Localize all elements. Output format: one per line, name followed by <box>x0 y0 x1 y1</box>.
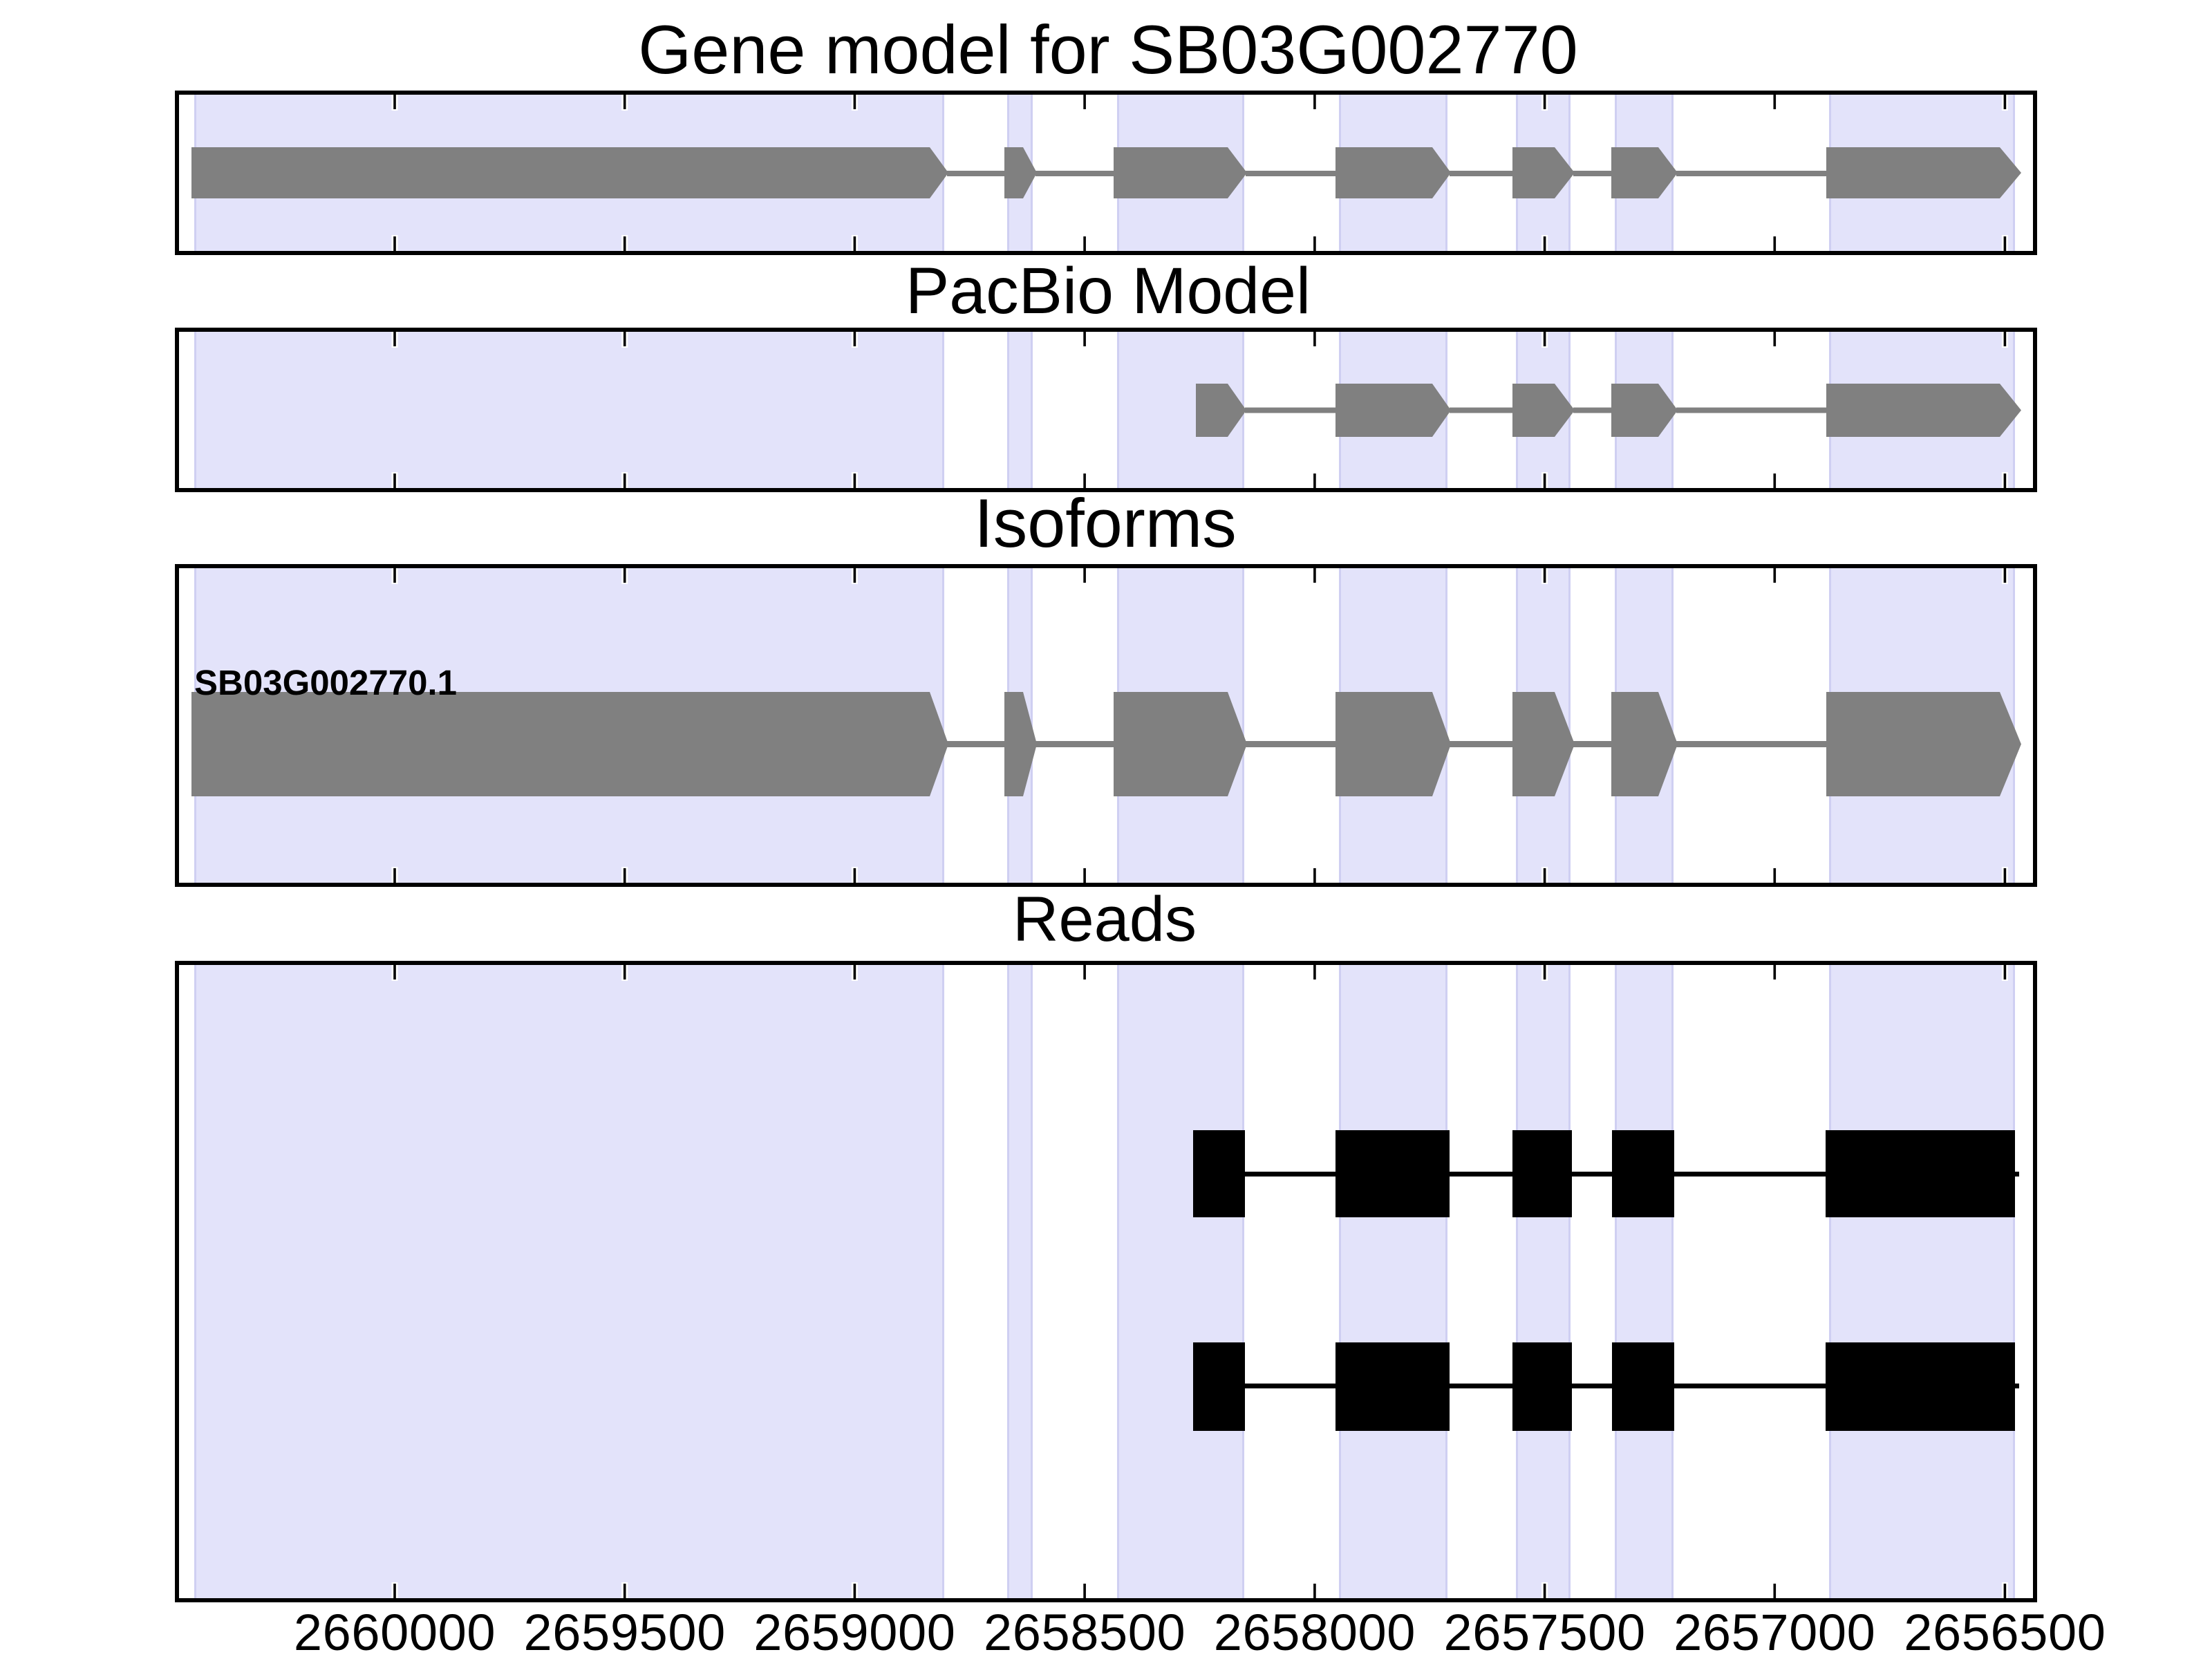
svg-text:Reads: Reads <box>1013 884 1197 955</box>
svg-text:2658000: 2658000 <box>1214 1604 1416 1659</box>
svg-text:2659000: 2659000 <box>753 1604 955 1659</box>
svg-text:2656500: 2656500 <box>1904 1604 2106 1659</box>
svg-text:2657000: 2657000 <box>1674 1604 1875 1659</box>
svg-text:PacBio Model: PacBio Model <box>906 254 1311 328</box>
svg-text:2657500: 2657500 <box>1443 1604 1645 1659</box>
svg-text:2660000: 2660000 <box>294 1604 496 1659</box>
svg-text:SB03G002770.1: SB03G002770.1 <box>194 663 457 702</box>
svg-text:2658500: 2658500 <box>984 1604 1185 1659</box>
svg-text:2659500: 2659500 <box>524 1604 726 1659</box>
svg-text:Isoforms: Isoforms <box>974 485 1237 561</box>
svg-text:Gene model for SB03G002770: Gene model for SB03G002770 <box>638 11 1577 88</box>
